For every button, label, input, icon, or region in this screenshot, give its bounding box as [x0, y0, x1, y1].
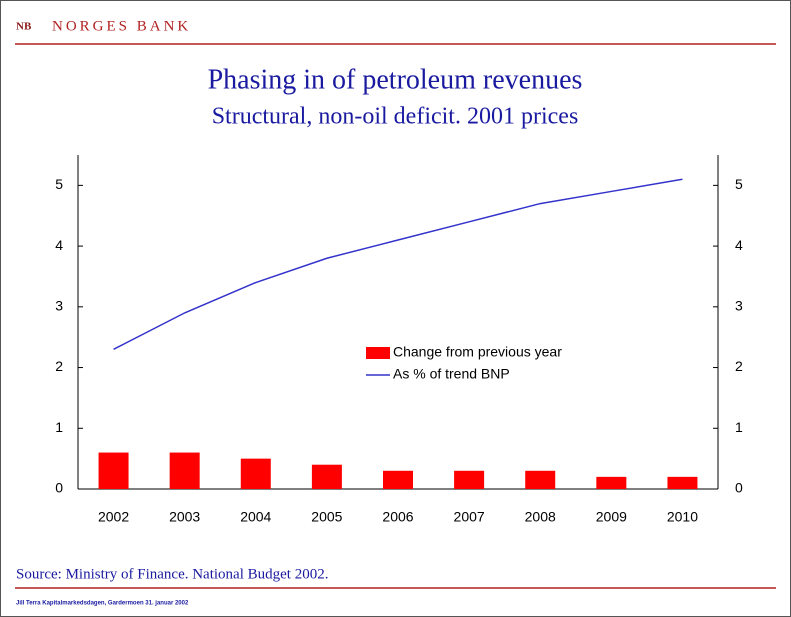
- y2-tick-label: 0: [735, 480, 743, 496]
- y2-tick-label: 4: [735, 237, 743, 253]
- y-tick-label: 5: [55, 176, 63, 192]
- chart-subtitle: Structural, non-oil deficit. 2001 prices: [212, 104, 579, 130]
- x-tick-label: 2003: [169, 509, 200, 525]
- y2-tick-label: 1: [735, 419, 743, 435]
- bar: [667, 476, 698, 489]
- bar: [98, 452, 129, 489]
- bar: [383, 470, 413, 489]
- event: Jill Terra Kapitalmarkedsdagen, Gardermo…: [16, 601, 189, 607]
- logo: NB: [16, 21, 32, 33]
- y2-tick-label: 3: [735, 298, 743, 314]
- bar: [525, 470, 556, 489]
- y-tick-label: 2: [55, 358, 63, 374]
- y-tick-label: 1: [55, 419, 63, 435]
- y2-tick-label: 5: [735, 176, 743, 192]
- y-tick-label: 0: [55, 480, 63, 496]
- bank-name: NORGES BANK: [52, 18, 191, 34]
- legend-label: As % of trend BNP: [393, 366, 510, 382]
- x-tick-label: 2010: [667, 509, 698, 525]
- legend-label: Change from previous year: [393, 344, 562, 360]
- x-tick-label: 2004: [240, 509, 271, 525]
- x-tick-label: 2005: [311, 509, 342, 525]
- x-tick-label: 2002: [98, 509, 129, 525]
- bar: [596, 476, 627, 489]
- y-tick-label: 4: [55, 237, 63, 253]
- legend-swatch: [366, 347, 390, 359]
- bar: [311, 464, 342, 489]
- bar: [454, 470, 485, 489]
- bar: [169, 452, 200, 489]
- x-tick-label: 2008: [525, 509, 556, 525]
- x-tick-label: 2006: [382, 509, 413, 525]
- y2-tick-label: 2: [735, 358, 743, 374]
- x-tick-label: 2009: [596, 509, 627, 525]
- chart-title: Phasing in of petroleum revenues: [208, 64, 583, 95]
- bar: [240, 458, 271, 489]
- source: Source: Ministry of Finance. National Bu…: [16, 566, 328, 582]
- y-tick-label: 3: [55, 298, 63, 314]
- line: [113, 178, 683, 350]
- x-tick-label: 2007: [454, 509, 485, 525]
